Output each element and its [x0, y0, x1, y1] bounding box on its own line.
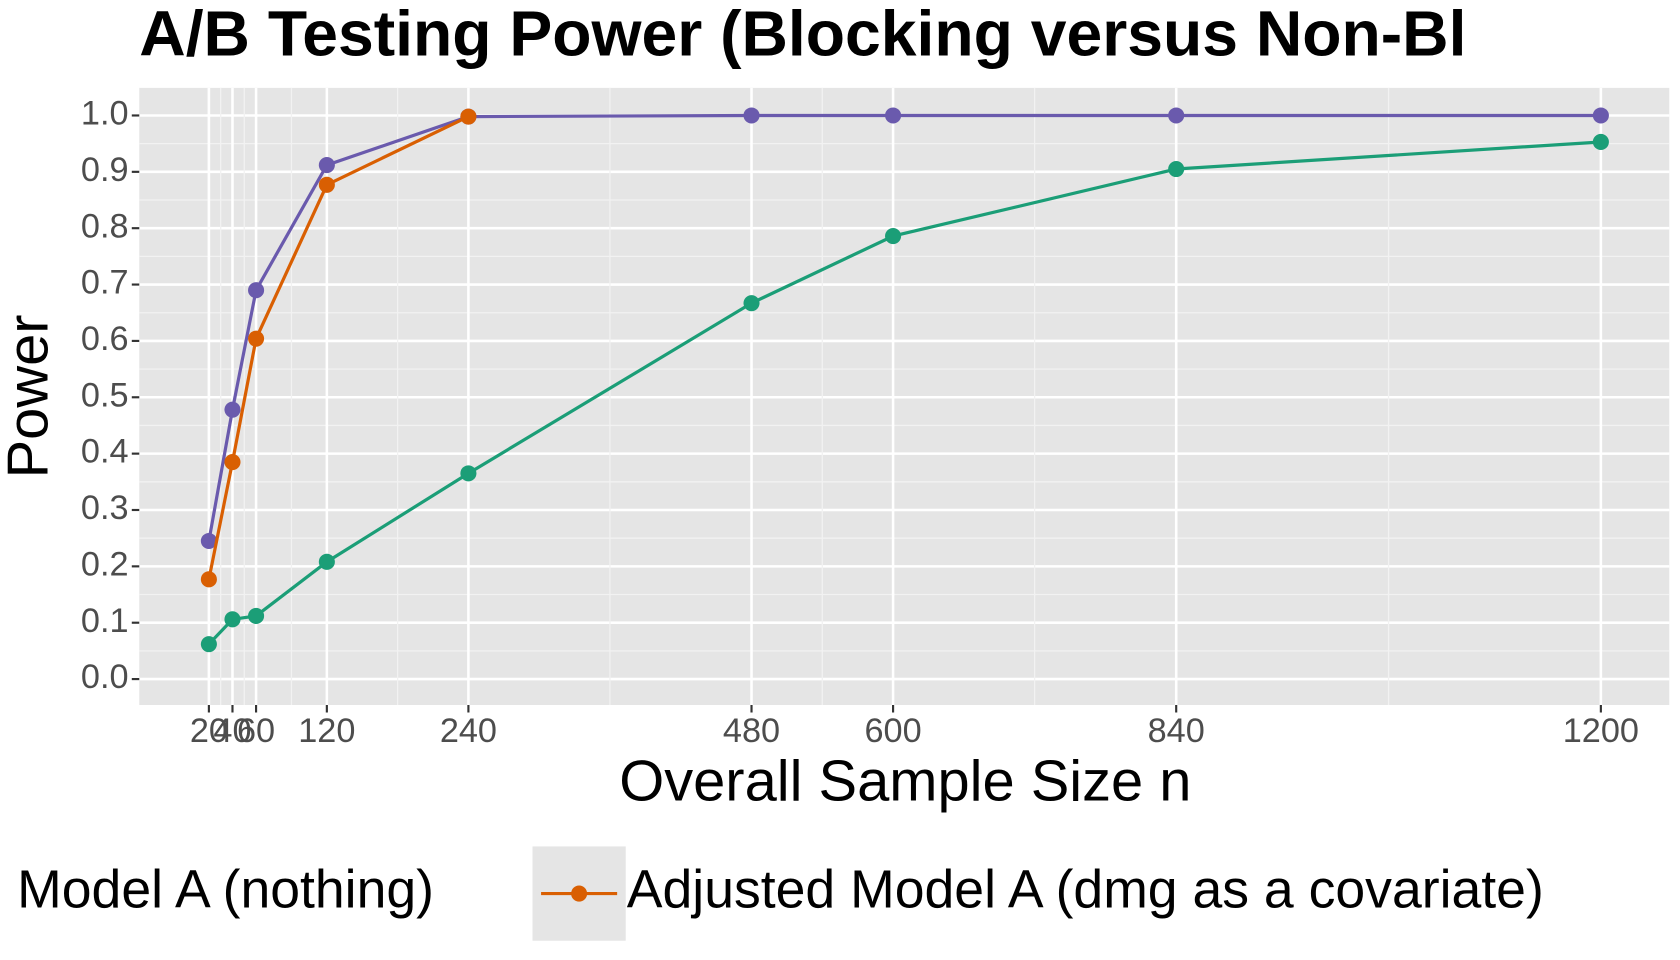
grid [139, 87, 1670, 705]
data-point [1592, 107, 1609, 124]
data-point [1168, 107, 1185, 124]
y-tick-label: 0.6 [81, 320, 129, 358]
data-point [460, 108, 477, 125]
y-tick-label: 0.2 [81, 545, 129, 583]
y-tick-label: 1.0 [81, 95, 129, 133]
data-point [248, 330, 265, 347]
data-point [224, 611, 241, 628]
y-tick-label: 0.0 [81, 658, 129, 696]
y-tick-label: 0.3 [81, 489, 129, 527]
y-tick-label: 0.5 [81, 376, 129, 414]
data-point [318, 553, 335, 570]
chart-title: A/B Testing Power (Blocking versus Non-B… [139, 0, 1466, 70]
data-point [248, 282, 265, 299]
x-tick-label: 40 [213, 712, 251, 750]
data-point [885, 228, 902, 245]
x-tick-label: 240 [440, 712, 497, 750]
y-axis-label: Power [0, 314, 60, 478]
data-point [200, 532, 217, 550]
data-point [200, 636, 217, 653]
data-point [318, 176, 335, 193]
x-tick-label: 480 [723, 712, 780, 750]
x-tick-label: 840 [1148, 712, 1205, 750]
marks [200, 107, 1609, 653]
legend-label: Model A (nothing) [17, 861, 434, 920]
data-point [1168, 160, 1185, 178]
y-tick-label: 0.4 [81, 433, 129, 471]
legend-key-point [571, 885, 588, 902]
x-tick-label: 1200 [1563, 712, 1639, 750]
y-tick-label: 0.1 [81, 602, 129, 640]
data-point [224, 454, 241, 471]
data-point [200, 571, 217, 588]
x-tick-label: 600 [864, 712, 921, 750]
x-tick-label: 20 [190, 712, 228, 750]
data-point [460, 465, 477, 482]
data-point [224, 401, 241, 418]
x-tick-label: 60 [237, 712, 275, 750]
data-point [1592, 133, 1609, 150]
x-tick-label: 120 [298, 712, 355, 750]
data-point [743, 295, 760, 312]
y-tick-label: 0.9 [81, 151, 129, 189]
y-tick-label: 0.8 [81, 207, 129, 245]
y-tick-label: 0.7 [81, 264, 129, 302]
x-axis-label: Overall Sample Size n [619, 750, 1191, 814]
data-point [248, 607, 265, 624]
data-point [885, 107, 902, 124]
data-point [743, 107, 760, 124]
legend-label: Adjusted Model A (dmg as a covariate) [627, 861, 1544, 920]
data-point [318, 157, 335, 174]
